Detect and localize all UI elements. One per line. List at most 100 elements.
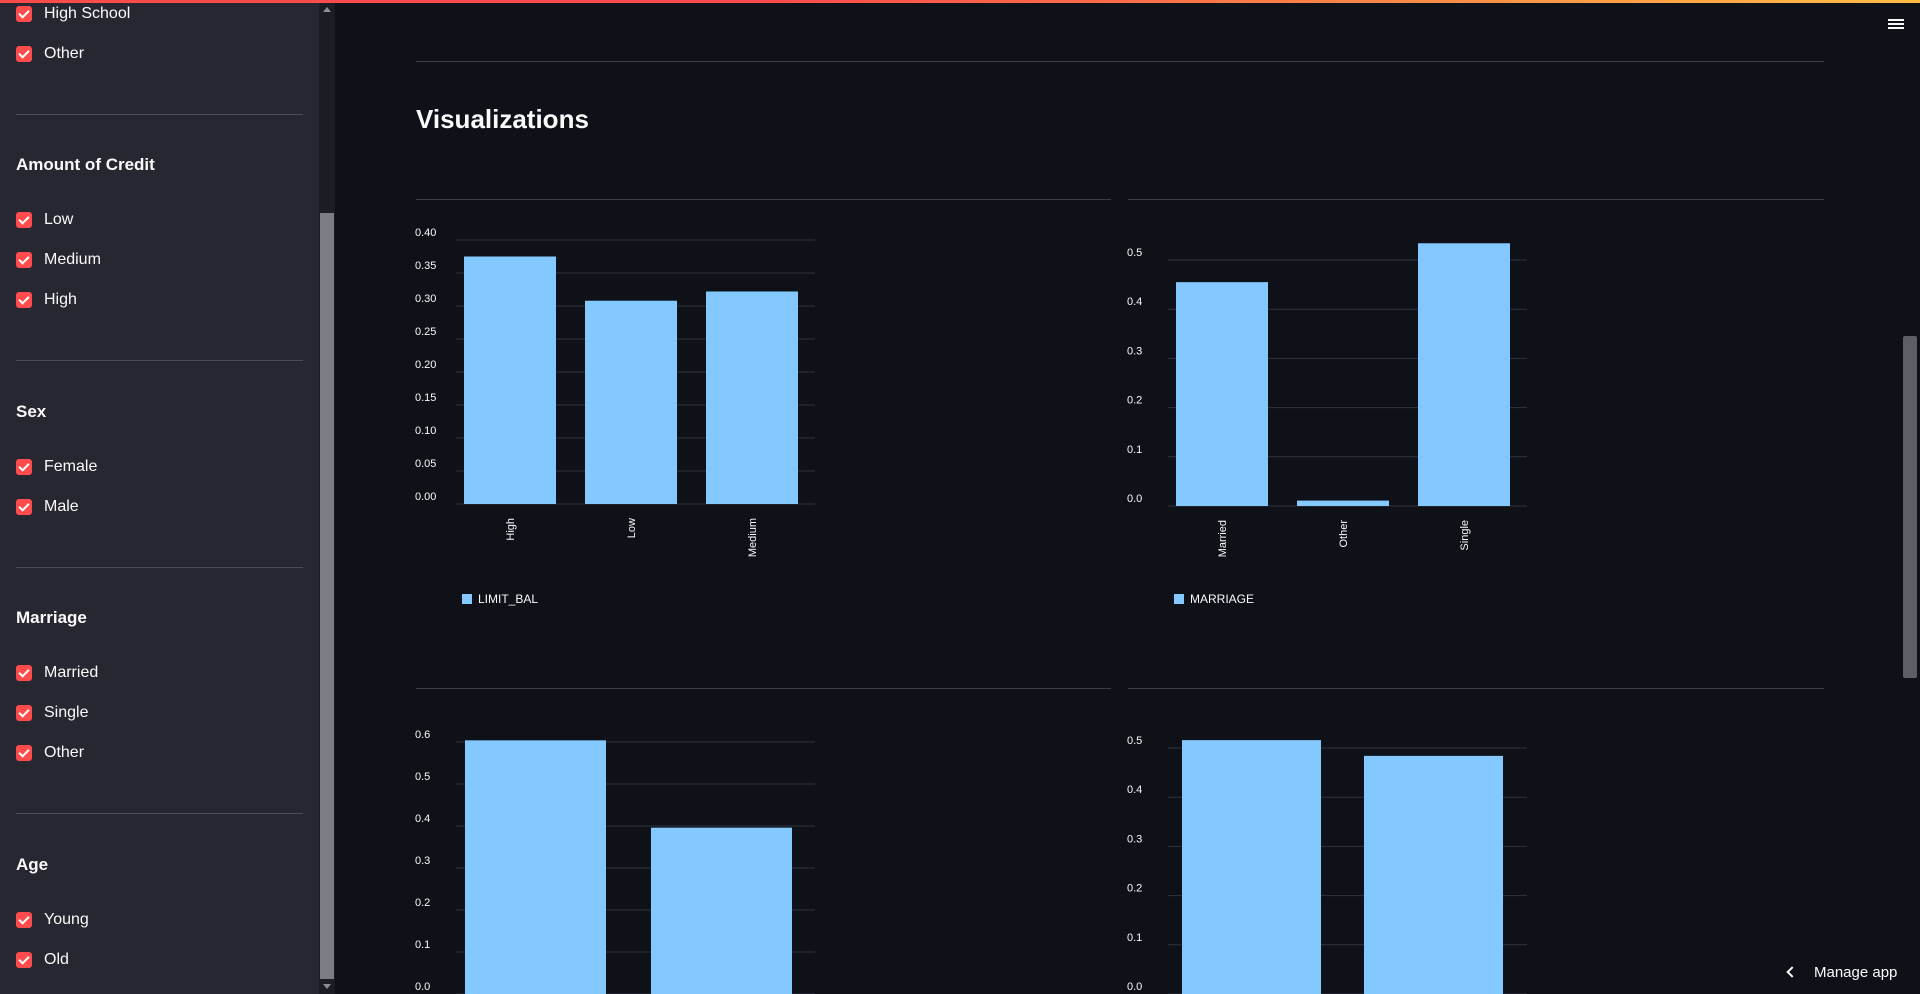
checkbox-label: Female [44,458,98,475]
bar-chart-limit-bal: 0.00 0.05 0.10 0.15 0.20 0.25 0.30 0.35 0.40 High… [410,227,830,568]
checkbox-high-school[interactable]: High School [16,4,130,24]
main-content: Visualizations 0.00 0.05 0.10 0.15 0.20 0.25 0… [335,0,1920,994]
filter-heading-age: Age [16,855,49,874]
checkbox-sex-male[interactable]: Male [16,497,79,517]
checkbox-sex-female[interactable]: Female [16,457,97,477]
chart-svg: 0.00 0.05 0.10 0.15 0.20 0.25 0.30 0.35 0.40 High… [415,227,815,557]
checkbox-label: High [44,291,77,308]
checkbox-checked-icon [16,292,32,308]
checkbox-age-old[interactable]: Old [16,950,69,970]
bar [1297,500,1389,506]
divider [416,61,1824,62]
chart-legend: MARRIAGE [1174,592,1254,606]
bar-chart-4: 0.0 0.1 0.2 0.3 0.4 0.5 [1122,728,1542,994]
legend-swatch [1174,594,1184,604]
checkbox-credit-low[interactable]: Low [16,210,73,230]
checkbox-education-other[interactable]: Other [16,44,84,64]
legend-swatch [462,594,472,604]
bar [651,827,792,994]
divider [1128,688,1824,689]
y-tick-label: 0.1 [1127,444,1142,456]
y-tick-label: 0.3 [415,855,430,867]
filter-heading-sex: Sex [16,402,47,421]
y-tick-label: 0.4 [415,813,430,825]
divider [416,199,1111,200]
y-tick-label: 0.1 [415,939,430,951]
checkbox-marriage-single[interactable]: Single [16,703,88,723]
checkbox-label: Old [44,951,69,968]
x-tick-label: Single [1459,520,1471,551]
y-tick-label: 0.15 [415,392,436,404]
checkbox-checked-icon [16,499,32,515]
chart-svg: 0.0 0.1 0.2 0.3 0.4 0.5 0.6 [415,729,815,994]
hamburger-menu-icon[interactable] [1886,17,1906,33]
main-scrollbar-thumb[interactable] [1903,336,1917,678]
section-title: Visualizations [416,104,589,134]
manage-app-label: Manage app [1814,963,1898,981]
checkbox-checked-icon [16,252,32,268]
x-tick-label: Married [1217,520,1229,557]
y-tick-label: 0.2 [1127,395,1142,407]
checkbox-checked-icon [16,952,32,968]
checkbox-checked-icon [16,912,32,928]
y-tick-label: 0.2 [1127,883,1142,895]
y-tick-label: 0.4 [1127,296,1142,308]
legend-label: LIMIT_BAL [478,592,539,606]
y-tick-label: 0.25 [415,326,436,338]
checkbox-label: Single [44,704,89,721]
y-tick-label: 0.30 [415,293,436,305]
bar [464,256,556,504]
checkbox-marriage-married[interactable]: Married [16,663,98,683]
checkbox-label: Male [44,498,79,515]
checkbox-marriage-other[interactable]: Other [16,743,84,763]
divider [16,813,303,814]
checkbox-checked-icon [16,212,32,228]
checkbox-label: Medium [44,251,101,268]
bar [1418,243,1510,506]
legend-label: MARRIAGE [1190,592,1255,606]
bar [1176,282,1268,506]
x-tick-label: Other [1338,520,1350,548]
chevron-left-icon [1786,966,1798,978]
checkbox-credit-medium[interactable]: Medium [16,250,101,270]
y-tick-label: 0.6 [415,729,430,741]
chart-svg: 0.0 0.1 0.2 0.3 0.4 0.5 [1127,735,1527,994]
bar [706,291,798,504]
y-tick-label: 0.0 [1127,981,1142,993]
y-tick-label: 0.0 [415,981,430,993]
checkbox-label: Married [44,664,99,681]
y-tick-label: 0.4 [1127,784,1142,796]
checkbox-age-young[interactable]: Young [16,910,89,930]
sidebar: High School Other Amount of Credit Low M… [0,0,319,994]
divider [16,360,303,361]
sidebar-scrollbar[interactable] [319,0,335,994]
scroll-up-arrow-icon[interactable] [323,7,331,12]
divider [416,688,1111,689]
checkbox-checked-icon [16,6,32,22]
y-tick-label: 0.20 [415,359,436,371]
y-tick-label: 0.3 [1127,833,1142,845]
bar-chart-3: 0.0 0.1 0.2 0.3 0.4 0.5 0.6 [410,728,830,994]
y-tick-label: 0.05 [415,458,436,470]
divider [16,114,303,115]
checkbox-checked-icon [16,705,32,721]
divider [1128,199,1824,200]
filter-heading-amount-of-credit: Amount of Credit [16,155,155,174]
checkbox-checked-icon [16,745,32,761]
checkbox-credit-high[interactable]: High [16,290,77,310]
chart-legend: LIMIT_BAL [462,592,538,606]
y-tick-label: 0.3 [1127,345,1142,357]
bar-chart-marriage: 0.0 0.1 0.2 0.3 0.4 0.5 Married Other Single [1122,228,1542,568]
divider [16,567,303,568]
sidebar-scrollbar-thumb[interactable] [320,213,334,979]
top-decoration-bar [0,0,1920,3]
scroll-down-arrow-icon[interactable] [323,984,331,989]
y-tick-label: 0.40 [415,227,436,239]
checkbox-label: High School [44,5,131,22]
y-tick-label: 0.0 [1127,493,1142,505]
bar [585,300,677,504]
y-tick-label: 0.5 [1127,247,1142,259]
checkbox-label: Low [44,211,74,228]
bar [1364,755,1503,994]
manage-app-button[interactable]: Manage app [1786,958,1898,986]
